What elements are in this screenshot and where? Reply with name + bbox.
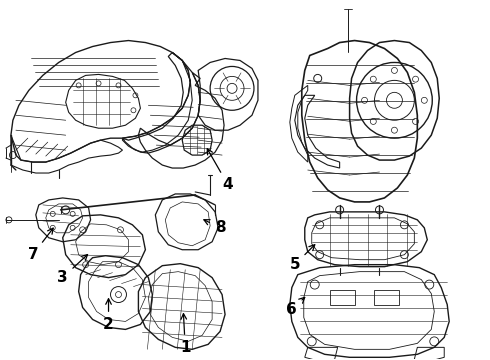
Text: 7: 7 — [27, 228, 53, 262]
Text: 8: 8 — [204, 220, 225, 235]
Text: 1: 1 — [180, 314, 191, 355]
Text: 4: 4 — [207, 149, 233, 193]
Text: 3: 3 — [57, 255, 88, 285]
Text: 6: 6 — [287, 297, 305, 317]
Text: 5: 5 — [290, 245, 315, 272]
Text: 2: 2 — [103, 299, 114, 332]
